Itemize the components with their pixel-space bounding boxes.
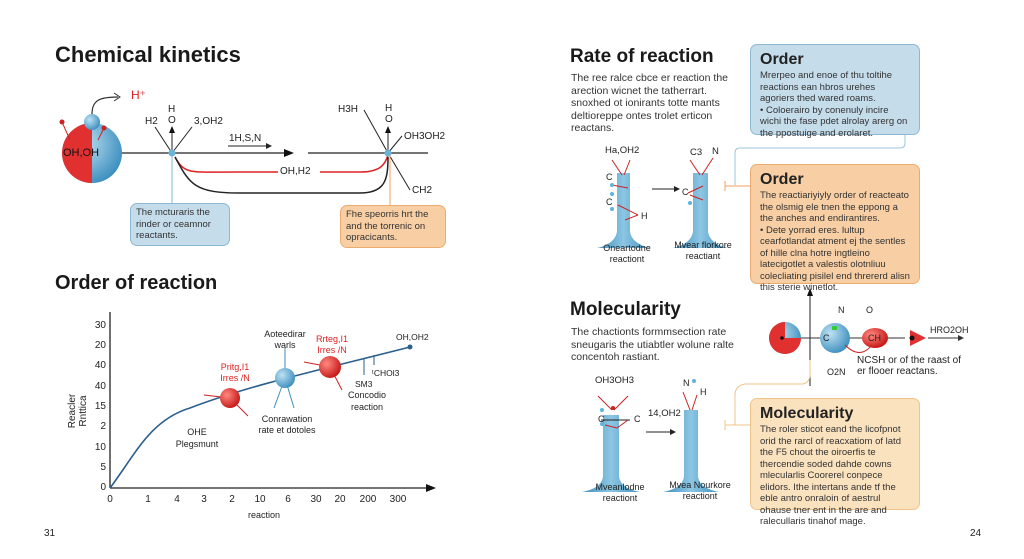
order-box-blue: Order Mrerpeo and enoe of thu toltihe re… <box>750 44 920 139</box>
tube3-caption: Mveanlodne reactiont <box>595 482 645 503</box>
atom-label: OH3OH2 <box>404 131 446 142</box>
atom-label: N <box>712 146 719 157</box>
x-tick: 6 <box>285 494 291 505</box>
y-tick: 10 <box>94 442 106 453</box>
atom-label: O <box>385 114 393 125</box>
atom-label: O <box>866 305 874 315</box>
arrow-label: 14,OH2 <box>648 408 681 419</box>
order-box-orange: Order The reactiariyiyly order of reacte… <box>750 164 920 293</box>
blue-molecule <box>275 368 295 388</box>
y-tick: 40 <box>94 381 106 392</box>
atom-label: C3 <box>690 147 703 158</box>
atom-label: 3,OH2 <box>194 116 223 127</box>
x-tick: 30 <box>310 494 322 505</box>
atom-label: C <box>606 197 613 207</box>
y-tick: 30 <box>94 320 106 331</box>
reaction-row-caption: NCSH or of the raast of er flooer reacta… <box>857 355 961 377</box>
annotation-sm: SM3 <box>355 379 373 389</box>
annotation-blue-top: Aoteedirar warls <box>264 329 306 350</box>
annotation-concodio: Concodio reaction <box>347 390 387 412</box>
atom-label: H <box>641 211 648 221</box>
x-tick: 1 <box>145 494 151 505</box>
red-molecule-1 <box>220 388 240 408</box>
atom-label: H2 <box>145 116 158 127</box>
atom-label: C <box>682 187 689 197</box>
tube4-caption: Mvea Nourkore reactiont <box>669 480 731 501</box>
section-title-order: Order of reaction <box>55 272 218 294</box>
annotation-choh: ᵗCHOl3 <box>372 368 400 378</box>
x-tick: 10 <box>254 494 266 505</box>
order-box-orange-text: The reactiariyiyly order of reacteato th… <box>760 190 909 224</box>
tube1-top-label: Ha,OH2 <box>605 145 640 156</box>
rate-curve <box>109 346 411 489</box>
rate-chart <box>109 312 436 492</box>
x-tick: 2 <box>229 494 235 505</box>
atom-label: H3H <box>338 104 359 115</box>
arrow-label: 1H,S,N <box>229 133 262 144</box>
x-tick: 3 <box>201 494 207 505</box>
callout-orange: Fhe speorris hrt the and the torrenic on… <box>340 205 446 248</box>
order-box-blue-title: Order <box>760 51 804 68</box>
molecularity-box-title: Molecularity <box>760 405 854 422</box>
molecularity-box: Molecularity The roler sticot eand the l… <box>750 398 920 527</box>
annotation-end: OH,OH2 <box>396 332 429 342</box>
reactant-molecule <box>59 114 122 183</box>
tube3-top-label: OH3OH3 <box>595 375 635 386</box>
molecularity-box-text: The roler sticot eand the licofpnot orid… <box>760 424 901 527</box>
annotation-red-1: Pritg,I1 Irres /N <box>220 362 250 383</box>
product-label: HRO2OH <box>930 325 969 335</box>
red-molecule-2 <box>319 356 341 378</box>
atom-label: C <box>598 414 605 424</box>
tube1-caption: Oneartodne reactiont <box>603 243 651 264</box>
y-tick: 2 <box>100 421 106 432</box>
x-axis-label: reaction <box>248 510 281 520</box>
rate-text: The ree ralce cbce er reaction the arect… <box>571 72 728 134</box>
y-tick: 5 <box>100 462 106 473</box>
y-tick: 20 <box>94 340 106 351</box>
atom-label: CH <box>868 333 881 343</box>
molecule-label: OH,OH <box>63 147 100 159</box>
annotation-blue-bottom: Conrawation rate et dotoles <box>258 414 316 435</box>
y-tick: 15 <box>94 401 106 412</box>
atom-label: C <box>823 333 830 343</box>
atom-label: H <box>385 103 393 114</box>
y-tick: 0 <box>100 482 106 493</box>
h-plus-label: H⁺ <box>131 88 146 102</box>
page-title: Chemical kinetics <box>55 42 241 67</box>
order-box-blue-bullet: • Coloerairo by conenuly incire wichi th… <box>760 104 908 139</box>
atom-label: O2N <box>827 367 846 377</box>
atom-label: H <box>700 387 707 397</box>
x-tick: 300 <box>389 494 407 505</box>
molecularity-text: The chactionts formmsection rate sneugar… <box>571 326 734 363</box>
page-number-right: 24 <box>970 528 982 539</box>
atom-label: H <box>168 104 176 115</box>
rate-title: Rate of reaction <box>570 46 714 67</box>
x-tick: 20 <box>334 494 346 505</box>
atom-label: CH2 <box>412 185 433 196</box>
annotation-red-2: Rrteg,I1 Irres /N <box>315 334 348 355</box>
molecularity-title: Molecularity <box>570 299 681 320</box>
atom-label: N <box>683 378 690 388</box>
middle-label: OH,H2 <box>280 166 311 177</box>
callout-blue: The mcturaris the rinder or ceamnor reac… <box>130 203 230 246</box>
atom-label: O <box>168 115 176 126</box>
x-tick: 0 <box>107 494 113 505</box>
page-number-left: 31 <box>44 528 56 539</box>
order-box-blue-text: Mrerpeo and enoe of thu toltihe reaction… <box>760 70 893 104</box>
atom-label: N <box>838 305 845 315</box>
tube2-caption: Mvear florkore reactiant <box>674 240 732 261</box>
annotation-ohe: OHE Plegsmunt <box>175 427 219 449</box>
x-tick: 200 <box>359 494 377 505</box>
x-tick: 4 <box>174 494 180 505</box>
atom-label: C <box>606 172 613 182</box>
atom-label: C <box>634 414 641 424</box>
y-tick: 40 <box>94 360 106 371</box>
order-box-orange-title: Order <box>760 171 804 188</box>
order-box-orange-bullet: • Dete yorrad eres. lultup cearfotlandat… <box>760 224 910 294</box>
